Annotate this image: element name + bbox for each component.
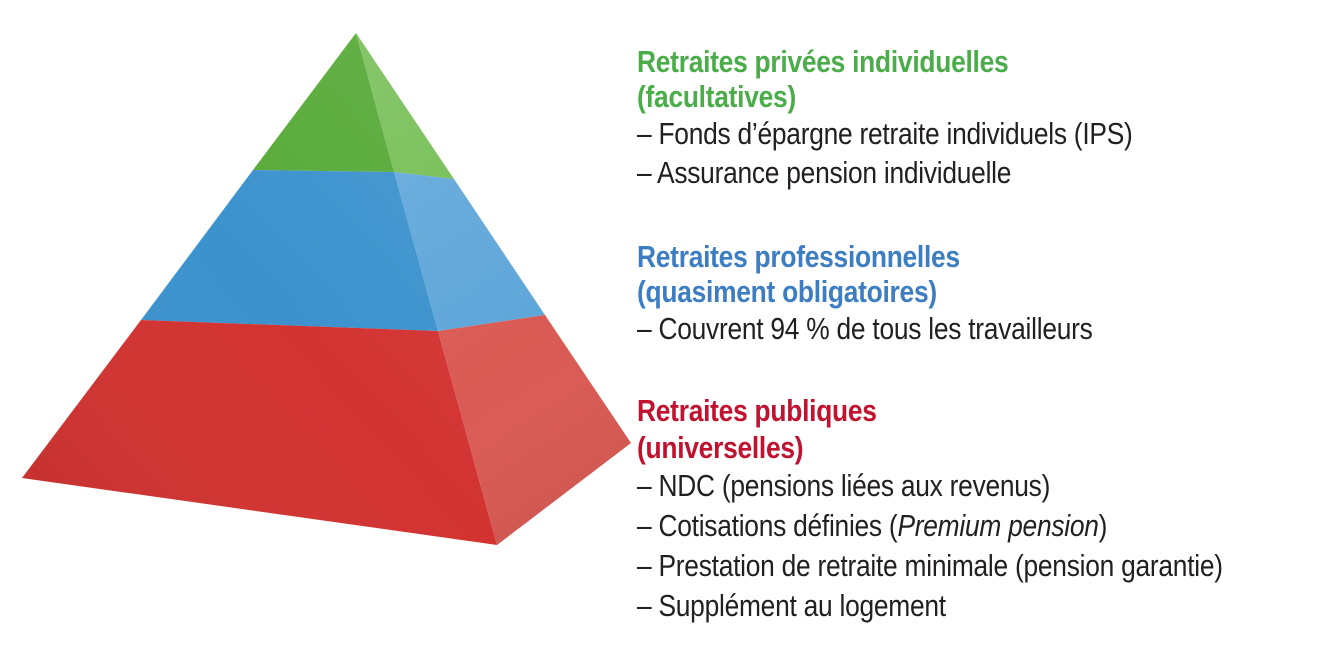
legend-heading-public-line1: Retraites publiques: [637, 393, 877, 428]
legend-item: – Fonds d’épargne retraite individuels (…: [637, 116, 1133, 151]
pyramid-side-shading: [356, 33, 631, 545]
legend-block-private: Retraites privées individuelles (faculta…: [637, 44, 1133, 192]
legend-heading-professional-line2: (quasiment obligatoires): [637, 274, 937, 309]
legend-block-public: Retraites publiques (universelles) – NDC…: [637, 392, 1223, 626]
legend-item-text: – Cotisations définies (: [637, 508, 898, 543]
legend: Retraites privées individuelles (faculta…: [637, 0, 1317, 652]
legend-item: – Couvrent 94 % de tous les travailleurs: [637, 311, 1093, 346]
legend-item: – Cotisations définies (Premium pension): [637, 506, 1223, 546]
pyramid-illustration: [22, 33, 631, 545]
legend-block-professional: Retraites professionnelles (quasiment ob…: [637, 239, 1093, 348]
legend-item: – Supplément au logement: [637, 588, 946, 623]
pyramid-front-shading: [22, 33, 497, 545]
pyramid-level-top-side-face: [356, 33, 454, 179]
legend-item: – NDC (pensions liées aux revenus): [637, 468, 1051, 503]
legend-item-text: ): [1098, 508, 1108, 543]
legend-heading-private-line1: Retraites privées individuelles: [637, 44, 1009, 79]
legend-item-italic-text: Premium pension: [897, 508, 1099, 543]
legend-heading-private-line2: (facultatives): [637, 79, 796, 114]
legend-heading-professional-line1: Retraites professionnelles: [637, 239, 960, 274]
legend-item: – Assurance pension individuelle: [637, 155, 1012, 190]
legend-item: – Prestation de retraite minimale (pensi…: [637, 548, 1223, 583]
legend-heading-public-line2: (universelles): [637, 430, 804, 465]
pyramid-svg: [22, 33, 631, 545]
